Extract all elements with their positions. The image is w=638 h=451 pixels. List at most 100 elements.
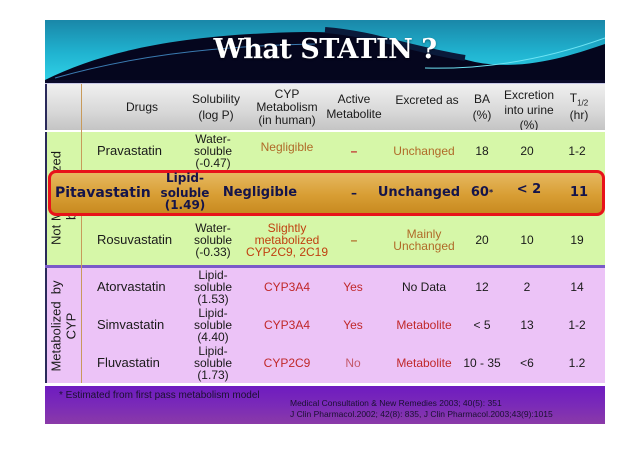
bioavailability: < 5 <box>473 318 491 332</box>
cyp-metabolism: Negligible <box>260 140 314 154</box>
solubility-line3: (1.73) <box>197 368 229 382</box>
header-ba: BA (%) <box>467 84 497 130</box>
bioavailability: 18 <box>475 144 489 158</box>
excreted-as: Metabolite <box>396 318 452 332</box>
header-solubility-line2: (log P) <box>198 107 234 122</box>
table-header: Drugs Solubility (log P) CYP Metabolism … <box>45 84 605 132</box>
header-t-sub: 1/2 <box>577 98 589 108</box>
bioavailability-value: 60 <box>470 185 489 200</box>
bioavailability: 10 - 35 <box>463 356 501 370</box>
solubility-line3: (1.49) <box>164 197 206 212</box>
drug-name: Simvastatin <box>97 317 165 332</box>
footer: * Estimated from first pass metabolism m… <box>45 386 605 424</box>
header-t: T <box>569 90 578 105</box>
cyp-line3: CYP2C9, 2C19 <box>245 245 329 259</box>
solubility-line1: Lipid- <box>198 344 228 358</box>
active-metabolite: No <box>345 356 361 370</box>
solubility: Water- soluble (-0.33) <box>181 218 245 262</box>
solubility-line2: soluble <box>193 144 233 158</box>
half-life: 19 <box>570 233 584 247</box>
header-excreted-as: Excreted as <box>395 93 459 107</box>
solubility-line1: Water- <box>195 221 231 235</box>
table-row-rosuvastatin: Rosuvastatin Water- soluble (-0.33) Slig… <box>45 218 605 262</box>
header-half-life-unit: (hr) <box>569 108 589 123</box>
active-metabolite: – <box>351 186 357 200</box>
drug-name: Pravastatin <box>97 143 163 158</box>
drug-name: Fluvastatin <box>97 355 160 370</box>
solubility-line2: soluble <box>160 185 210 200</box>
header-excretion-urine: Excretion into urine (%) <box>499 84 559 132</box>
half-life: 1.2 <box>568 356 586 370</box>
bioavailability: 60 * <box>465 173 499 213</box>
header-urine-line3: (%) <box>519 117 539 132</box>
cyp-metabolism: Slightly metabolized CYP2C9, 2C19 <box>239 218 335 262</box>
header-active-metabolite: Active Metabolite <box>323 84 385 130</box>
header-cyp-line2: Metabolism <box>256 99 318 114</box>
urine-excretion: <6 <box>520 356 534 370</box>
header-cyp: CYP Metabolism (in human) <box>253 84 321 130</box>
wave-decoration <box>45 27 605 80</box>
header-half-life-symbol: T1/2 <box>569 90 589 109</box>
half-life: 11 <box>569 185 589 200</box>
solubility-line3: (-0.47) <box>195 156 231 170</box>
table-row-atorvastatin: Atorvastatin Lipid- soluble (1.53) CYP3A… <box>45 268 605 306</box>
header-solubility-line1: Solubility <box>191 91 241 106</box>
divider <box>45 265 605 268</box>
urine-excretion: < 2 <box>516 182 542 197</box>
drug-name: Rosuvastatin <box>97 232 173 247</box>
header-cyp-line1: CYP <box>274 86 300 101</box>
solubility-line2: soluble <box>193 356 233 370</box>
header-active-line1: Active <box>337 92 371 106</box>
reference-1: Medical Consultation & New Remedies 2003… <box>290 398 502 408</box>
half-life: 14 <box>570 280 584 294</box>
solubility-line2: soluble <box>193 318 233 332</box>
table-row-pravastatin: Pravastatin Water- soluble (-0.47) Negli… <box>45 132 605 170</box>
cyp-line1: Slightly <box>267 221 307 235</box>
header-ba-line2: (%) <box>472 107 492 122</box>
header-half-life: T1/2 (hr) <box>559 84 599 130</box>
cyp-line2: metabolized <box>254 233 320 247</box>
drug-name: Pitavastatin <box>55 185 151 201</box>
header-cyp-line3: (in human) <box>258 112 316 127</box>
header-solubility: Solubility (log P) <box>177 84 255 130</box>
solubility-line1: Lipid- <box>198 306 228 320</box>
half-life: 1-2 <box>568 318 586 332</box>
solubility-line2: soluble <box>193 280 233 294</box>
slide: What STATIN ? Drugs Solubility (log P) C… <box>45 20 605 424</box>
cyp-metabolism: CYP2C9 <box>263 356 311 370</box>
solubility-line1: Water- <box>195 132 231 146</box>
urine-excretion: 10 <box>520 233 534 247</box>
slide-title: What STATIN ? <box>213 34 437 65</box>
solubility-line1: Lipid- <box>165 170 205 185</box>
bioavailability: 12 <box>475 280 489 294</box>
solubility-line3: (-0.33) <box>195 245 231 259</box>
solubility-line2: soluble <box>193 233 233 247</box>
excreted-as: Unchanged <box>393 144 455 158</box>
active-metabolite: Yes <box>343 318 363 332</box>
solubility-line1: Lipid- <box>198 268 228 282</box>
urine-excretion: 20 <box>520 144 534 158</box>
urine-excretion: 13 <box>520 318 534 332</box>
solubility: Lipid- soluble (1.49) <box>153 170 217 213</box>
header-drugs: Drugs <box>125 99 158 114</box>
header-urine-line1: Excretion <box>503 87 555 102</box>
divider <box>45 383 605 386</box>
half-life: 1-2 <box>568 144 586 158</box>
solubility-line3: (4.40) <box>197 330 229 344</box>
table-row-simvastatin: Simvastatin Lipid- soluble (4.40) CYP3A4… <box>45 306 605 344</box>
excreted-line2: Unchanged <box>393 239 455 253</box>
excreted-as: Metabolite <box>396 356 452 370</box>
column-divider <box>81 84 82 383</box>
bioavailability: 20 <box>475 233 489 247</box>
solubility: Lipid- soluble (1.73) <box>181 344 245 382</box>
table-row-fluvastatin: Fluvastatin Lipid- soluble (1.73) CYP2C9… <box>45 344 605 382</box>
divider <box>45 83 605 84</box>
highlighted-row-pitavastatin: Pitavastatin Lipid- soluble (1.49) Negli… <box>48 170 605 216</box>
solubility: Lipid- soluble (1.53) <box>181 268 245 306</box>
cyp-metabolism: CYP3A4 <box>263 280 311 294</box>
header-ba-line1: BA <box>473 91 490 106</box>
active-metabolite: – <box>350 233 358 247</box>
section-metabolized <box>45 268 605 383</box>
solubility: Water- soluble (-0.47) <box>181 132 245 170</box>
urine-excretion: 2 <box>523 280 531 294</box>
